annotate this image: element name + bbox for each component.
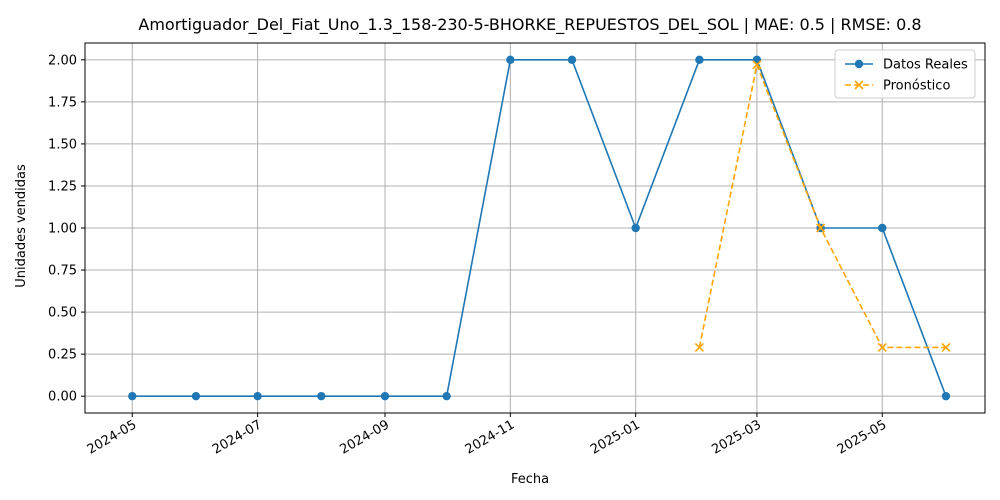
data-point-marker bbox=[752, 60, 762, 70]
legend: Datos Reales Pronóstico bbox=[834, 49, 976, 99]
y-tick-label: 0.25 bbox=[48, 348, 77, 363]
data-point-marker bbox=[941, 391, 951, 401]
data-point-marker bbox=[506, 55, 515, 65]
y-tick-label: 0.50 bbox=[48, 306, 77, 321]
data-point-marker bbox=[941, 342, 951, 352]
series-1 bbox=[694, 60, 951, 352]
data-point-marker bbox=[191, 391, 201, 401]
legend-label: Pronóstico bbox=[883, 79, 950, 94]
data-point-marker bbox=[631, 223, 640, 233]
data-point-marker bbox=[380, 391, 390, 401]
y-tick-label: 1.25 bbox=[48, 179, 77, 194]
data-point-marker bbox=[317, 391, 326, 401]
data-point-marker bbox=[694, 342, 704, 352]
x-axis-label: Fecha bbox=[511, 472, 549, 487]
y-tick-label: 1.75 bbox=[48, 95, 77, 110]
chart-title: Amortiguador_Del_Fiat_Uno_1.3_158-230-5-… bbox=[138, 15, 921, 35]
legend-marker bbox=[854, 80, 864, 90]
y-axis-label: Unidades vendidas bbox=[14, 164, 29, 288]
y-tick-label: 0.75 bbox=[48, 264, 77, 279]
legend-marker bbox=[854, 59, 864, 69]
series-layer bbox=[128, 55, 951, 401]
legend-box bbox=[834, 49, 976, 99]
legend-label: Datos Reales bbox=[883, 58, 968, 73]
data-point-marker bbox=[877, 342, 887, 352]
data-point-marker bbox=[128, 391, 137, 401]
y-tick-label: 0.00 bbox=[48, 390, 77, 405]
y-tick-label: 2.00 bbox=[48, 53, 77, 68]
grid-lines bbox=[85, 43, 985, 413]
y-tick-label: 1.00 bbox=[48, 222, 77, 237]
data-point-marker bbox=[816, 223, 826, 233]
data-point-marker bbox=[695, 55, 704, 65]
data-point-marker bbox=[442, 391, 451, 401]
y-tick-label: 1.50 bbox=[48, 137, 77, 152]
data-point-marker bbox=[878, 223, 887, 233]
data-point-marker bbox=[253, 391, 262, 401]
data-point-marker bbox=[567, 55, 577, 65]
